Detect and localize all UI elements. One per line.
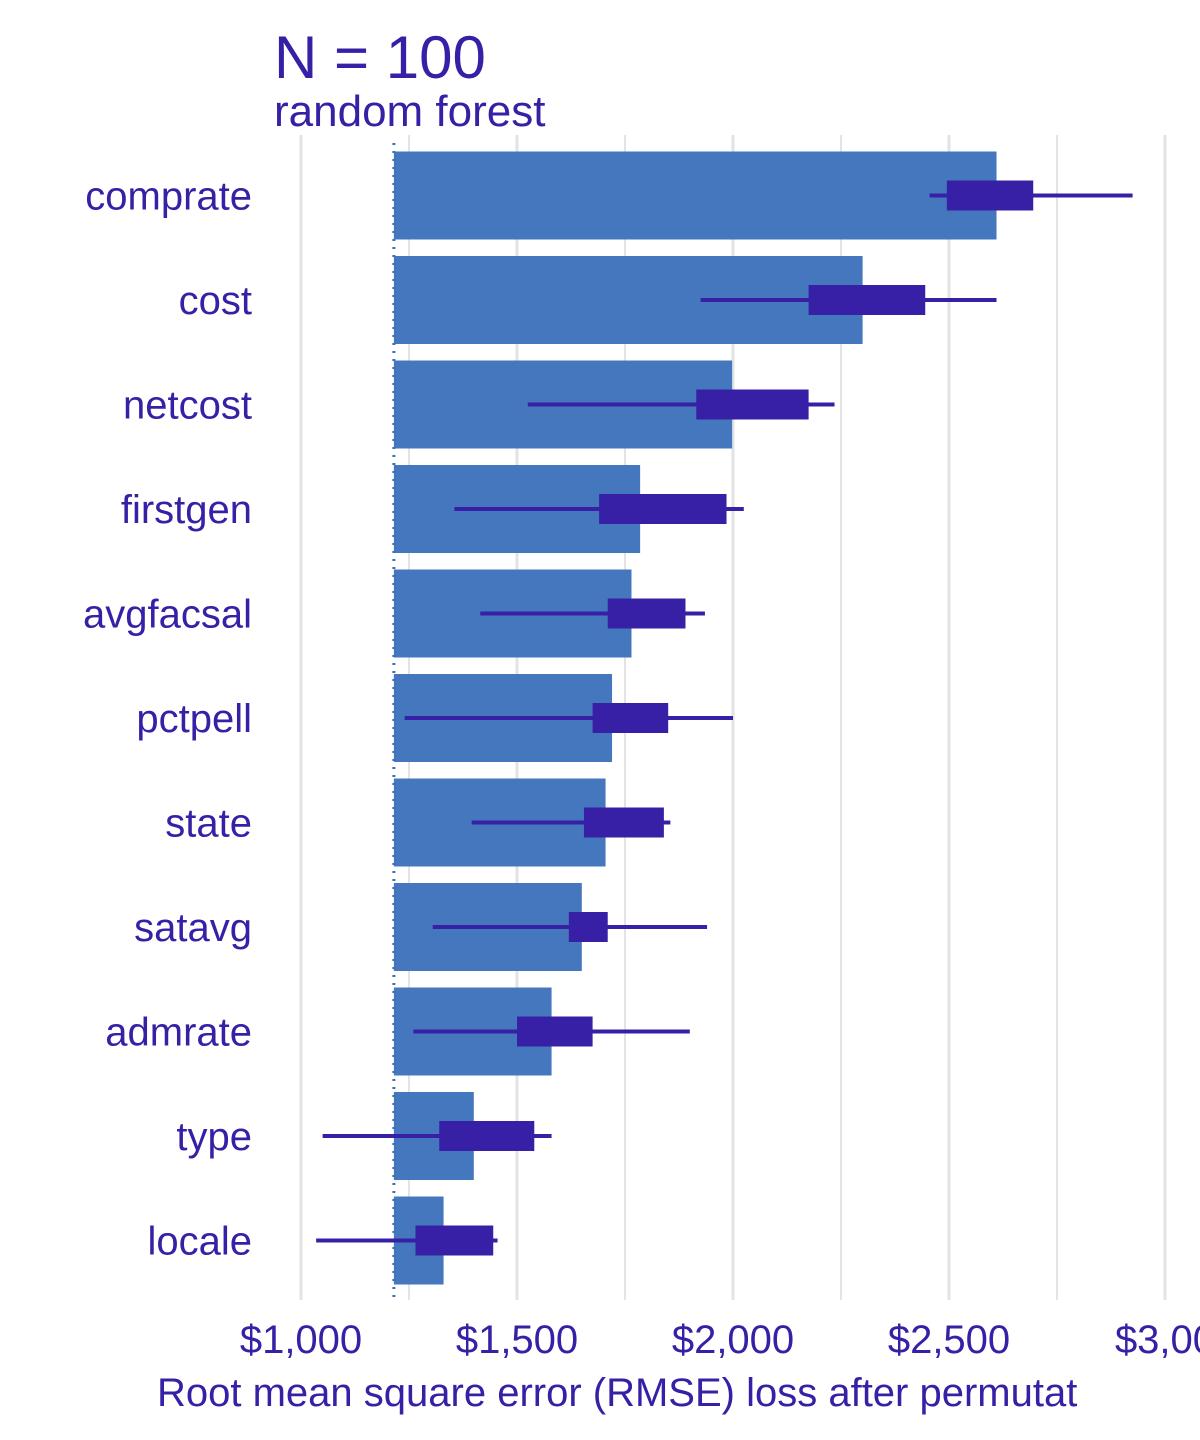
x-tick-label: $1,000 [240,1318,362,1362]
interval-box-satavg [568,912,608,942]
category-labels: comprate cost netcost firstgen avgfacsal pctp… [83,175,252,1264]
category-label-avgfacsal: avgfacsal [83,593,252,637]
x-tick-label: $2,500 [888,1318,1010,1362]
category-label-locale: locale [147,1220,252,1264]
x-axis-label: Root mean square error (RMSE) loss after… [157,1371,1077,1415]
interval-box-firstgen [599,494,727,524]
chart-title: N = 100 [274,24,486,91]
interval-box-avgfacsal [607,598,686,629]
category-label-comprate: comprate [85,175,252,219]
category-label-netcost: netcost [123,384,252,428]
x-tick-labels: $1,000 $1,500 $2,000 $2,500 $3,00 [240,1318,1200,1362]
category-label-satavg: satavg [134,906,252,950]
interval-box-admrate [517,1016,593,1047]
x-tick-label: $1,500 [456,1318,578,1362]
category-label-cost: cost [179,279,252,323]
interval-box-locale [415,1225,494,1256]
interval-box-comprate [946,180,1034,211]
intervals [316,180,1133,1256]
chart-subtitle: random forest [274,87,545,136]
category-label-admrate: admrate [105,1011,252,1055]
interval-box-netcost [696,389,809,420]
interval-box-cost [808,285,926,315]
interval-box-pctpell [592,703,669,733]
interval-box-state [583,807,664,838]
category-label-firstgen: firstgen [121,488,252,532]
x-tick-label: $3,00 [1115,1318,1200,1362]
category-label-pctpell: pctpell [136,697,252,741]
x-tick-label: $2,000 [672,1318,794,1362]
category-label-type: type [176,1115,252,1159]
interval-box-type [439,1121,535,1151]
bar-comprate [393,151,997,240]
category-label-state: state [165,802,252,846]
